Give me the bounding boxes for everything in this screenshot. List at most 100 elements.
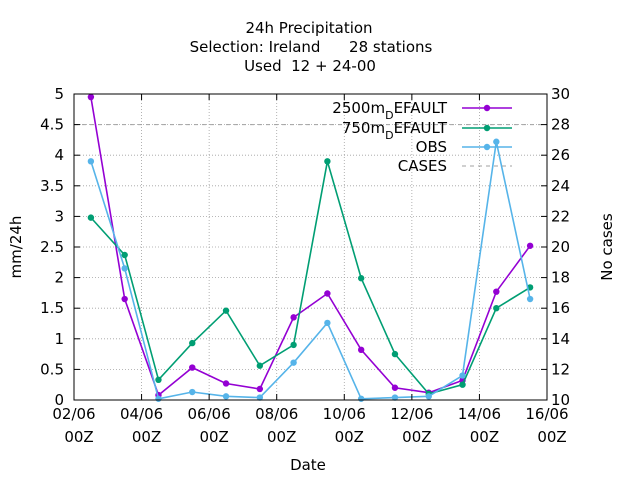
title-line-2: Selection: Ireland 28 stations <box>190 38 433 56</box>
x-tick-label: 00Z <box>402 428 431 446</box>
data-point <box>222 380 230 387</box>
data-point <box>324 158 331 165</box>
y-tick-label: 2 <box>54 269 64 287</box>
legend-label: CASES <box>398 157 447 175</box>
data-point <box>121 251 128 259</box>
series-line <box>90 141 531 400</box>
y-tick-label: 0.5 <box>40 360 64 378</box>
data-point <box>391 350 399 358</box>
series-line <box>90 96 531 397</box>
y2-tick-label: 30 <box>551 85 570 103</box>
data-point <box>493 288 500 295</box>
data-point <box>121 265 128 272</box>
legend-label-rest: EFAULT <box>394 99 448 117</box>
x-tick-label: 14/06 <box>458 405 501 423</box>
series-750m-default <box>87 158 534 398</box>
title-line-3: Used 12 + 24-00 <box>244 57 376 75</box>
x-tick-label: 00Z <box>199 428 228 446</box>
y2-tick-label: 14 <box>551 330 570 348</box>
data-point <box>189 364 196 371</box>
title-line-1: 24h Precipitation <box>245 19 372 37</box>
x-tick-label: 00Z <box>537 428 566 446</box>
y2-tick-label: 12 <box>551 360 570 378</box>
x-tick-label: 16/06 <box>525 405 568 423</box>
legend-label-main: 750m <box>342 119 385 137</box>
data-point <box>357 346 365 354</box>
y2-tick-label: 18 <box>551 269 570 287</box>
x-tick-label: 00Z <box>64 428 93 446</box>
grid <box>74 94 547 400</box>
x-tick-label: 04/06 <box>120 405 163 423</box>
y2-tick-label: 16 <box>551 299 570 317</box>
data-point <box>290 341 297 349</box>
legend-label: 2500mDEFAULT <box>332 99 448 122</box>
data-point <box>155 376 162 384</box>
x-tick-label: 00Z <box>335 428 364 446</box>
data-point <box>391 384 399 391</box>
legend-marker <box>483 143 491 151</box>
data-point <box>290 314 297 321</box>
data-point <box>459 381 466 388</box>
data-point <box>189 339 196 347</box>
legend-marker <box>483 104 491 112</box>
y-tick-label: 2.5 <box>40 238 64 256</box>
data-point <box>357 275 365 282</box>
data-point <box>290 359 297 366</box>
legend-label: OBS <box>416 138 447 156</box>
legend-label-sub: D <box>385 109 393 122</box>
data-point <box>87 93 95 101</box>
x-tick-label: 08/06 <box>255 405 298 423</box>
data-point <box>493 138 500 145</box>
data-point <box>256 394 264 401</box>
y2-tick-label: 26 <box>551 146 570 164</box>
x-axis-label: Date <box>290 456 326 474</box>
x-tick-label: 02/06 <box>52 405 95 423</box>
x-tick-label: 00Z <box>267 428 296 446</box>
y-tick-label: 4.5 <box>40 116 64 134</box>
y-tick-label: 3 <box>54 207 64 225</box>
x-tick-label: 06/06 <box>188 405 231 423</box>
y-tick-label: 1 <box>54 330 64 348</box>
data-point <box>87 158 95 165</box>
y2-axis-label: No cases <box>598 213 616 281</box>
y2-tick-label: 20 <box>551 238 570 256</box>
y2-tick-label: 22 <box>551 207 570 225</box>
data-point <box>526 242 534 249</box>
y-tick-label: 1.5 <box>40 299 64 317</box>
data-point <box>256 385 264 393</box>
data-point <box>526 295 534 303</box>
y-tick-label: 5 <box>54 85 64 103</box>
chart-title: 24h Precipitation Selection: Ireland 28 … <box>190 19 433 75</box>
x-tick-label: 10/06 <box>323 405 366 423</box>
data-point <box>493 305 500 312</box>
y2-tick-label: 10 <box>551 391 570 409</box>
data-point <box>256 362 264 369</box>
data-point <box>459 372 466 379</box>
series-layer <box>74 93 547 402</box>
axis-ticks: 02/06 00Z 04/06 00Z 06/06 00Z 08/06 00Z 10/06 00Z… <box>40 85 570 446</box>
data-point <box>425 393 432 400</box>
data-point <box>391 394 399 401</box>
legend-marker <box>483 124 491 132</box>
data-point <box>155 395 162 402</box>
data-point <box>222 393 230 400</box>
y2-tick-label: 28 <box>551 116 570 134</box>
data-point <box>324 290 331 297</box>
data-point <box>121 295 128 303</box>
legend-label-sub: D <box>385 129 393 142</box>
series-obs <box>87 138 534 402</box>
x-tick-label: 00Z <box>132 428 161 446</box>
data-point <box>357 395 365 402</box>
y-tick-label: 0 <box>54 391 64 409</box>
y-tick-label: 3.5 <box>40 177 64 195</box>
legend-label-main: 2500m <box>332 99 385 117</box>
data-point <box>222 307 230 314</box>
x-tick-label: 00Z <box>470 428 499 446</box>
data-point <box>324 319 331 327</box>
data-point <box>189 388 196 396</box>
y-tick-label: 4 <box>54 146 64 164</box>
legend-label: 750mDEFAULT <box>342 119 448 142</box>
series-line <box>90 161 531 395</box>
